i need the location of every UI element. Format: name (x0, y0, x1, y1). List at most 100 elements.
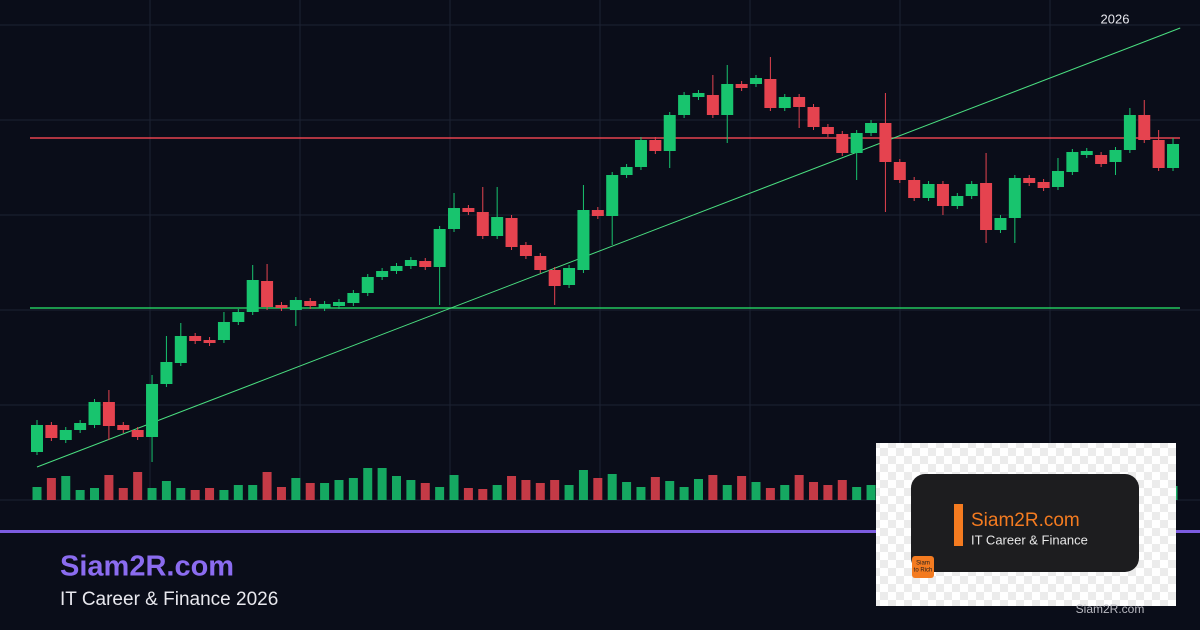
candle-body (361, 277, 374, 293)
volume-bar (650, 477, 660, 500)
footer-tagline: IT Career & Finance 2026 (60, 589, 278, 610)
overlay-card (911, 474, 1139, 572)
candle-body (1123, 115, 1136, 150)
candle-body (404, 260, 417, 266)
volume-bar (46, 478, 56, 500)
volume-bar (550, 480, 560, 500)
volume-bar (118, 488, 128, 500)
candle-body (476, 212, 489, 236)
volume-bar (190, 490, 200, 500)
volume-bar (722, 485, 732, 500)
candle-body (850, 133, 863, 153)
volume-bar (176, 488, 186, 500)
candle-body (706, 95, 719, 115)
volume-bar (320, 483, 330, 500)
overlay-logo-top: Siam (916, 561, 930, 567)
candle-body (893, 162, 906, 180)
candle-body (721, 84, 734, 115)
trend-line (36, 27, 1181, 468)
candle-body (117, 425, 130, 430)
volume-bar (521, 480, 531, 500)
candle-body (678, 95, 691, 115)
volume-bar (104, 475, 114, 500)
candle-body (160, 362, 173, 384)
overlay-logo (912, 556, 934, 578)
candle-body (879, 123, 892, 162)
candle-body (1095, 155, 1108, 164)
candle-body (980, 183, 993, 230)
candle-body (1008, 178, 1021, 218)
candle-body (519, 245, 532, 256)
volume-bar (61, 476, 71, 500)
candle-body (491, 217, 504, 236)
volume-bar (248, 485, 258, 500)
candle-body (620, 167, 633, 175)
volume-bar (305, 483, 315, 500)
volume-bar (262, 472, 272, 500)
volume-bar (161, 481, 171, 500)
volume-bar (607, 474, 617, 500)
candle-body (908, 180, 921, 198)
volume-bar (406, 480, 416, 500)
candle-body (750, 78, 762, 84)
candle-body (649, 140, 662, 151)
candle-body (663, 115, 676, 151)
volume-bar (751, 482, 761, 500)
candle-body (1109, 150, 1122, 162)
candle-body (951, 196, 964, 206)
volume-bar (133, 472, 143, 500)
candle-body (1138, 115, 1151, 140)
candle-body (146, 384, 159, 437)
candle-body (376, 271, 389, 277)
candle-body (1080, 151, 1093, 155)
candle-body (764, 79, 777, 108)
candle-body (448, 208, 461, 229)
divider (0, 530, 1200, 533)
volume-bar (392, 476, 401, 500)
volume-bar (737, 476, 747, 500)
volume-bar (679, 487, 689, 500)
candle-body (102, 402, 115, 426)
candle-body (577, 210, 590, 270)
volume-bar (90, 488, 100, 500)
volume-bar (693, 479, 703, 500)
volume-bar (593, 478, 603, 500)
overlay-brand: Siam2R.com (971, 510, 1080, 531)
candle-body (778, 97, 791, 108)
plot (30, 27, 1181, 500)
candle-body (821, 127, 834, 134)
overlay-logo-bottom: to Rich (914, 568, 933, 574)
annotation: 2026 (1101, 11, 1130, 26)
volume-bar (708, 475, 718, 500)
overlay-tagline: IT Career & Finance (971, 532, 1088, 547)
volume-bar (435, 487, 445, 500)
candle-body (692, 93, 705, 97)
candle-body (45, 425, 58, 438)
candle-body (1051, 171, 1064, 187)
candle-body (462, 208, 475, 212)
volume-bar (205, 488, 215, 500)
candle-body (304, 301, 317, 306)
volume-bar (578, 470, 588, 500)
candle-body (74, 423, 87, 430)
volume-bar (363, 468, 373, 500)
candle-body (232, 312, 245, 322)
volume-bar (32, 487, 42, 500)
candle-body (217, 322, 230, 340)
candle-body (505, 218, 518, 247)
candle-body (936, 184, 949, 206)
volume-bar (852, 487, 862, 500)
candle-body (865, 123, 878, 133)
candle-body (347, 293, 360, 303)
volume-bar (636, 487, 646, 500)
volume-bar (233, 485, 243, 500)
overlay-watermark: Siam2R.com (1076, 602, 1145, 616)
volume-bar (377, 468, 387, 500)
candle-body (563, 268, 576, 285)
candle-body (965, 184, 978, 196)
volume-bar (147, 488, 157, 500)
volume-bar (780, 485, 790, 500)
candle-body (922, 184, 935, 198)
